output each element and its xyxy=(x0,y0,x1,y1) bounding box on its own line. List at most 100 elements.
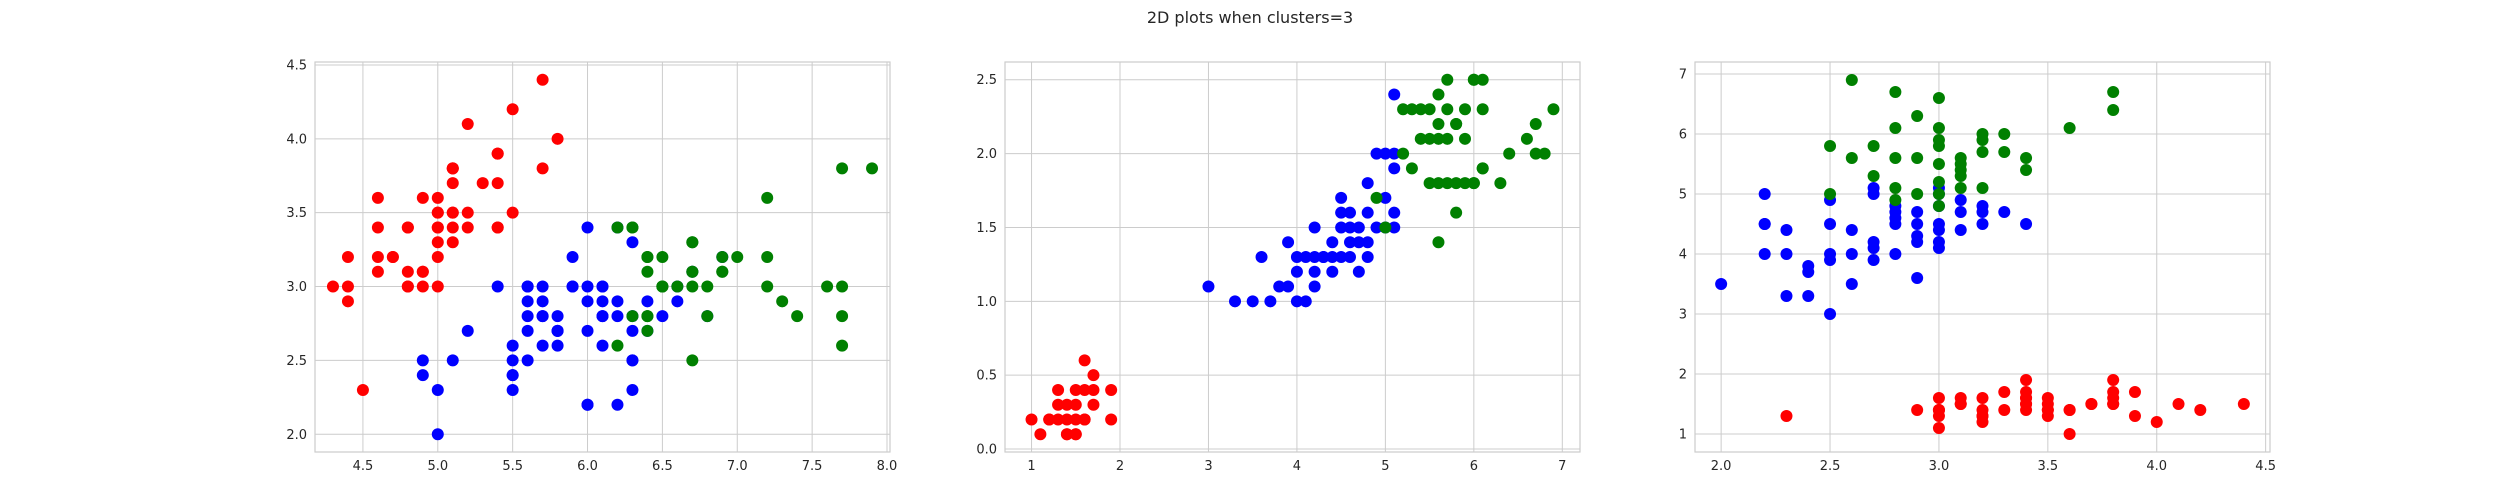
data-point-green xyxy=(641,265,654,278)
data-point-red xyxy=(416,280,429,293)
data-point-red xyxy=(446,236,459,249)
data-point-blue xyxy=(1326,236,1339,249)
data-point-blue xyxy=(1246,295,1259,308)
data-point-green xyxy=(716,265,729,278)
data-point-red xyxy=(341,295,354,308)
data-point-red xyxy=(491,221,504,234)
data-point-green xyxy=(671,280,684,293)
data-point-blue xyxy=(1388,206,1401,219)
data-point-green xyxy=(1441,132,1454,145)
data-point-green xyxy=(1476,162,1489,175)
data-point-blue xyxy=(1758,248,1771,260)
data-point-green xyxy=(1845,152,1858,164)
data-point-red xyxy=(431,221,444,234)
data-point-blue xyxy=(1889,248,1902,260)
data-point-green xyxy=(1432,236,1445,249)
data-point-red xyxy=(356,383,369,396)
data-point-red xyxy=(461,221,474,234)
data-point-green xyxy=(1529,118,1542,131)
x-tick-label: 6.0 xyxy=(577,459,598,474)
data-point-blue xyxy=(1911,218,1924,230)
data-point-green xyxy=(1911,188,1924,200)
data-point-blue xyxy=(626,324,639,337)
data-point-blue xyxy=(1388,162,1401,175)
data-point-blue xyxy=(1344,221,1356,234)
data-point-red xyxy=(2085,398,2098,410)
x-tick-label: 4.5 xyxy=(353,459,374,474)
data-point-blue xyxy=(1824,218,1837,230)
data-point-green xyxy=(731,251,744,263)
data-point-red xyxy=(1034,428,1047,441)
data-point-green xyxy=(1441,177,1454,190)
data-point-green xyxy=(1998,146,2011,158)
data-point-red xyxy=(1052,398,1065,411)
data-point-red xyxy=(1976,404,1989,416)
data-point-blue xyxy=(1758,218,1771,230)
data-point-blue xyxy=(431,383,444,396)
data-point-red xyxy=(431,236,444,249)
data-point-blue xyxy=(1845,278,1858,290)
data-point-red xyxy=(1932,422,1945,434)
data-point-blue xyxy=(416,369,429,382)
data-point-green xyxy=(656,280,669,293)
data-point-blue xyxy=(506,339,519,352)
data-point-red xyxy=(1025,413,1038,426)
data-point-blue xyxy=(521,295,534,308)
data-point-green xyxy=(1845,74,1858,86)
data-point-green xyxy=(1405,162,1418,175)
data-point-red xyxy=(446,162,459,175)
data-point-blue xyxy=(1388,147,1401,160)
data-point-green xyxy=(1932,122,1945,134)
data-point-red xyxy=(491,147,504,160)
data-point-blue xyxy=(581,398,594,411)
data-point-red xyxy=(386,251,399,263)
data-point-red xyxy=(446,177,459,190)
data-point-red xyxy=(1069,383,1082,396)
data-point-green xyxy=(1998,128,2011,140)
data-point-blue xyxy=(1954,194,1967,206)
data-point-red xyxy=(2128,410,2141,422)
y-tick-label: 3.5 xyxy=(286,206,307,221)
y-tick-label: 2.5 xyxy=(976,73,997,88)
data-point-green xyxy=(656,251,669,263)
data-point-blue xyxy=(1299,251,1312,263)
data-point-red xyxy=(1105,383,1118,396)
data-point-red xyxy=(2020,374,2033,386)
data-point-blue xyxy=(596,339,609,352)
data-point-green xyxy=(1397,103,1410,116)
data-point-blue xyxy=(1335,221,1348,234)
x-tick-label: 4 xyxy=(1293,459,1301,474)
y-tick-label: 3 xyxy=(1679,308,1687,323)
data-point-blue xyxy=(536,339,549,352)
data-point-red xyxy=(506,206,519,219)
data-point-green xyxy=(1976,146,1989,158)
data-point-red xyxy=(1069,428,1082,441)
data-point-blue xyxy=(1932,218,1945,230)
data-point-green xyxy=(1889,182,1902,194)
data-point-green xyxy=(1450,177,1463,190)
data-point-green xyxy=(836,310,849,323)
data-point-blue xyxy=(1845,248,1858,260)
data-point-blue xyxy=(581,295,594,308)
x-tick-label: 6.5 xyxy=(652,459,673,474)
data-point-green xyxy=(2107,86,2120,98)
data-point-blue xyxy=(1290,265,1303,278)
data-point-blue xyxy=(1273,280,1286,293)
data-point-blue xyxy=(1867,254,1880,266)
data-point-green xyxy=(1520,132,1533,145)
data-point-blue xyxy=(1282,236,1295,249)
data-point-blue xyxy=(581,280,594,293)
data-point-blue xyxy=(551,339,564,352)
data-point-green xyxy=(1423,103,1436,116)
x-tick-label: 3.5 xyxy=(2037,459,2058,474)
data-point-blue xyxy=(521,280,534,293)
data-point-red xyxy=(1060,413,1073,426)
data-point-blue xyxy=(1758,188,1771,200)
data-point-blue xyxy=(1335,191,1348,204)
data-point-red xyxy=(506,103,519,116)
y-tick-label: 0.0 xyxy=(976,443,997,458)
data-point-green xyxy=(1503,147,1516,160)
data-point-blue xyxy=(1388,88,1401,101)
data-point-red xyxy=(1780,410,1793,422)
data-point-blue xyxy=(1352,265,1365,278)
